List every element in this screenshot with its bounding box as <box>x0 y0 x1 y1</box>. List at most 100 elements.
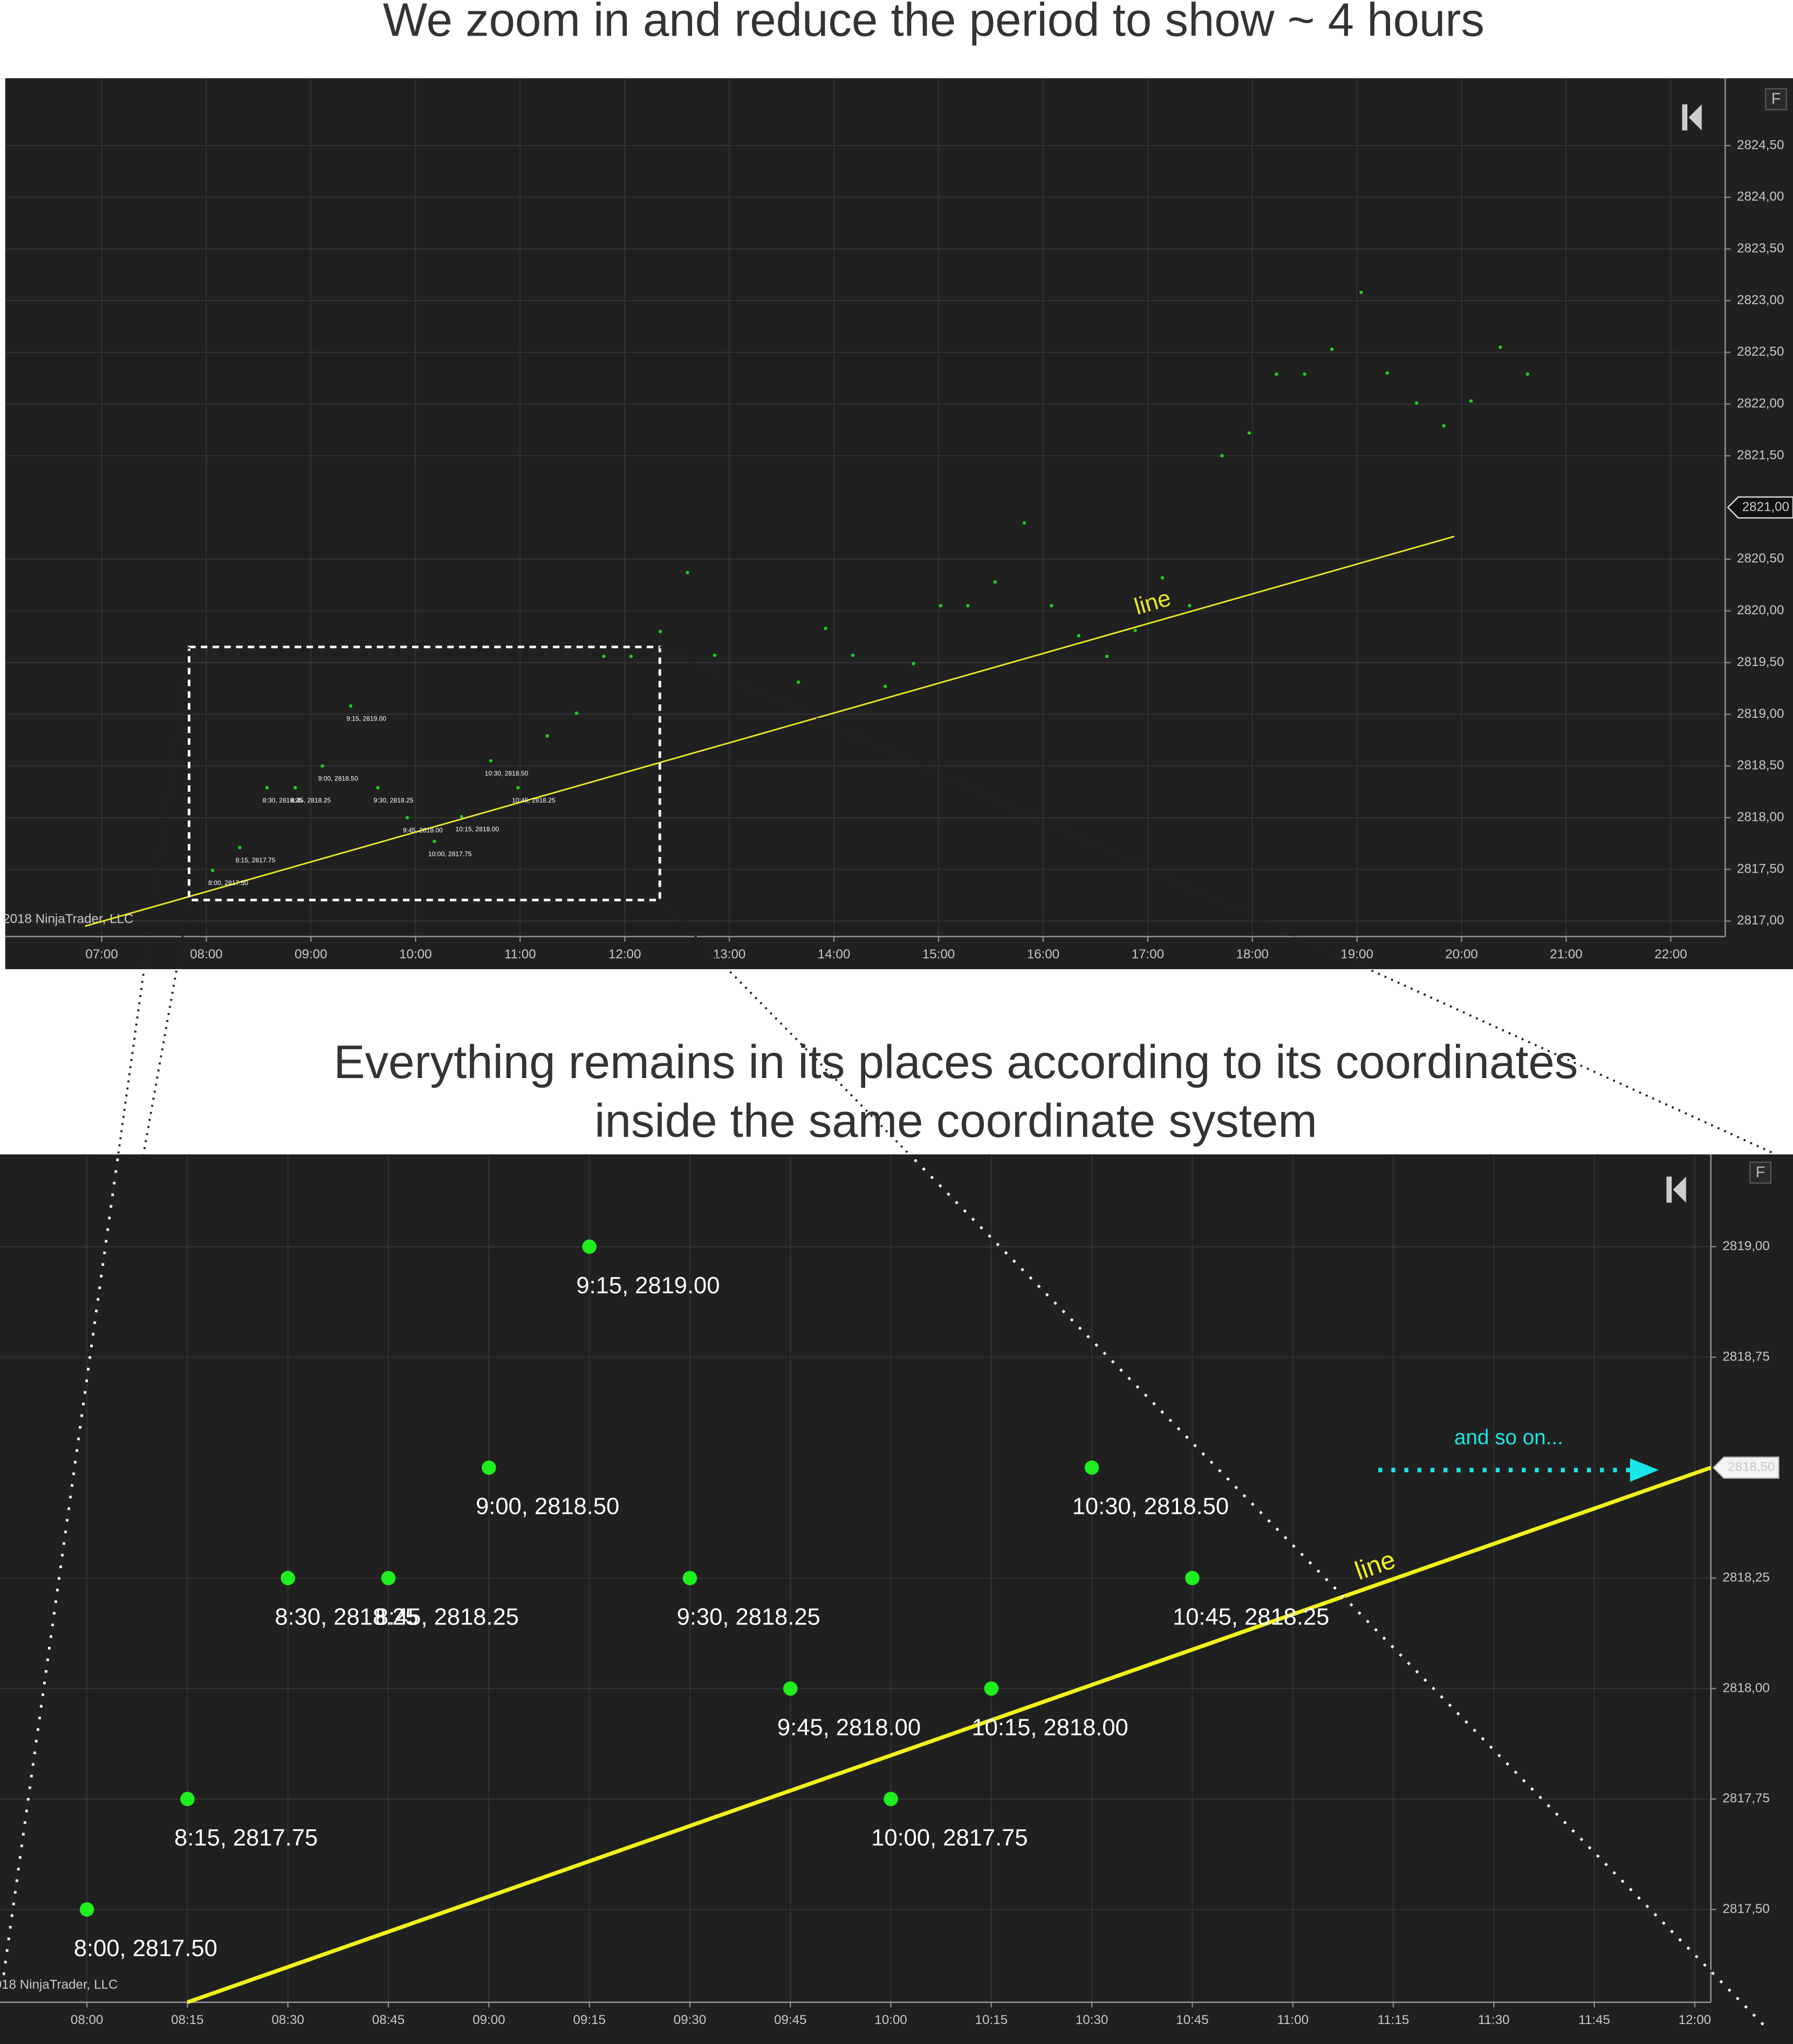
y-tick-label: 2818,00 <box>1737 810 1784 824</box>
data-point <box>582 1239 597 1254</box>
x-tick-label: 10:00 <box>874 2013 907 2027</box>
copyright: © 2018 NinjaTrader, LLC <box>0 912 133 927</box>
data-point <box>1498 345 1502 349</box>
data-point <box>851 653 855 657</box>
point-label: 9:30, 2818.25 <box>677 1604 820 1630</box>
x-tick-label: 10:45 <box>1176 2013 1208 2027</box>
point-label: 10:15, 2818.00 <box>455 826 499 833</box>
x-tick-label: 11:30 <box>1478 2013 1510 2027</box>
data-point <box>265 786 269 790</box>
corner-button <box>1749 1161 1772 1184</box>
data-point <box>966 603 970 608</box>
x-tick-label: 12:00 <box>1679 2013 1711 2027</box>
x-tick-label: 11:45 <box>1578 2013 1610 2027</box>
data-point <box>376 786 380 790</box>
data-point <box>912 662 915 666</box>
x-tick-label: 11:00 <box>504 947 536 962</box>
current-price-tag <box>1712 1456 1780 1479</box>
point-label: 9:15, 2819.00 <box>576 1273 720 1299</box>
data-point <box>320 764 324 768</box>
data-point <box>1185 1570 1200 1586</box>
copyright: © 2018 NinjaTrader, LLC <box>0 1978 118 1992</box>
data-point <box>1077 634 1080 637</box>
chart-title: Everything remains in its places accordi… <box>334 1036 1578 1088</box>
data-point <box>433 840 436 843</box>
x-tick-label: 18:00 <box>1236 947 1269 962</box>
x-tick-label: 08:45 <box>372 2013 405 2027</box>
data-point <box>1050 603 1053 608</box>
data-point <box>629 654 633 659</box>
point-label: 9:15, 2819.00 <box>346 715 386 722</box>
data-point <box>884 1792 898 1807</box>
data-point <box>1469 399 1473 403</box>
y-tick-label: 2819,50 <box>1737 655 1784 669</box>
x-tick-label: 12:00 <box>608 947 641 962</box>
data-point <box>1275 372 1278 376</box>
point-label: 10:15, 2818.00 <box>971 1714 1128 1740</box>
x-tick-label: 09:15 <box>573 2013 605 2027</box>
data-point <box>796 680 800 684</box>
chart-bottom: 08:00 08:15 08:30 08:45 09:00 09:15 09:30 09:45… <box>0 1154 1780 2027</box>
zoom-box <box>188 646 661 902</box>
x-tick-label: 10:30 <box>1076 2013 1108 2027</box>
point-label: 10:30, 2818.50 <box>485 770 529 777</box>
data-point <box>280 1570 296 1586</box>
y-tick-label: 2818,00 <box>1722 1681 1769 1695</box>
y-tick-label: 2823,50 <box>1737 241 1784 256</box>
data-point <box>381 1570 396 1586</box>
data-point <box>482 1460 496 1475</box>
data-point <box>210 868 215 873</box>
x-tick-label: 08:00 <box>190 947 222 962</box>
data-point <box>405 815 409 820</box>
data-point <box>489 759 493 763</box>
data-point <box>824 627 827 630</box>
data-point <box>1022 521 1026 525</box>
point-label: 10:30, 2818.50 <box>1072 1494 1229 1520</box>
point-label: 9:00, 2818.50 <box>476 1494 619 1520</box>
x-tick-label: 21:00 <box>1550 947 1582 962</box>
annotation: and so on... <box>1454 1426 1563 1449</box>
y-tick-label: 2822,50 <box>1737 345 1784 359</box>
trend-line <box>187 1465 1712 2005</box>
data-point <box>713 653 717 657</box>
corner-button-label: F <box>1756 1164 1765 1181</box>
data-point <box>1160 576 1165 580</box>
data-point <box>939 603 942 608</box>
zoom-guides <box>1 646 1777 2029</box>
panel-top <box>5 78 1793 970</box>
data-point <box>993 580 997 584</box>
y-tick-label: 2821,50 <box>1737 448 1784 462</box>
data-point <box>1220 454 1224 458</box>
x-tick-label: 22:00 <box>1654 947 1687 962</box>
guide <box>659 899 1768 2029</box>
data-point <box>1525 372 1529 376</box>
x-tick-label: 20:00 <box>1445 947 1477 962</box>
data-point <box>1415 401 1419 405</box>
current-price-tag <box>1727 496 1793 519</box>
point-label: 9:30, 2818.25 <box>374 797 414 804</box>
corner-button-label: F <box>1771 91 1781 108</box>
data-point <box>686 571 689 574</box>
data-point <box>180 1792 195 1807</box>
x-tick-label: 07:00 <box>85 947 118 962</box>
y-tick-label: 2822,00 <box>1737 396 1784 411</box>
x-tick-label: 09:45 <box>774 2013 806 2027</box>
x-tick-label: 17:00 <box>1132 947 1164 962</box>
x-tick-label: 11:00 <box>1277 2013 1309 2027</box>
data-point <box>1385 371 1390 375</box>
data-point <box>516 786 520 790</box>
x-tick-label: 09:00 <box>473 2013 505 2027</box>
y-tick-label: 2817,50 <box>1737 861 1784 876</box>
data-point <box>984 1681 999 1696</box>
x-tick-label: 10:00 <box>399 947 432 962</box>
data-point <box>460 815 463 819</box>
x-tick-label: 09:30 <box>674 2013 706 2027</box>
y-tick-label: 2817,00 <box>1737 913 1784 928</box>
data-point <box>1359 291 1363 294</box>
data-point <box>1303 372 1306 376</box>
x-tick-label: 08:15 <box>171 2013 203 2027</box>
point-label: 8:15, 2817.75 <box>174 1825 318 1851</box>
data-point <box>1188 603 1192 608</box>
trend-line <box>85 536 1455 927</box>
data-point <box>1084 1460 1099 1475</box>
